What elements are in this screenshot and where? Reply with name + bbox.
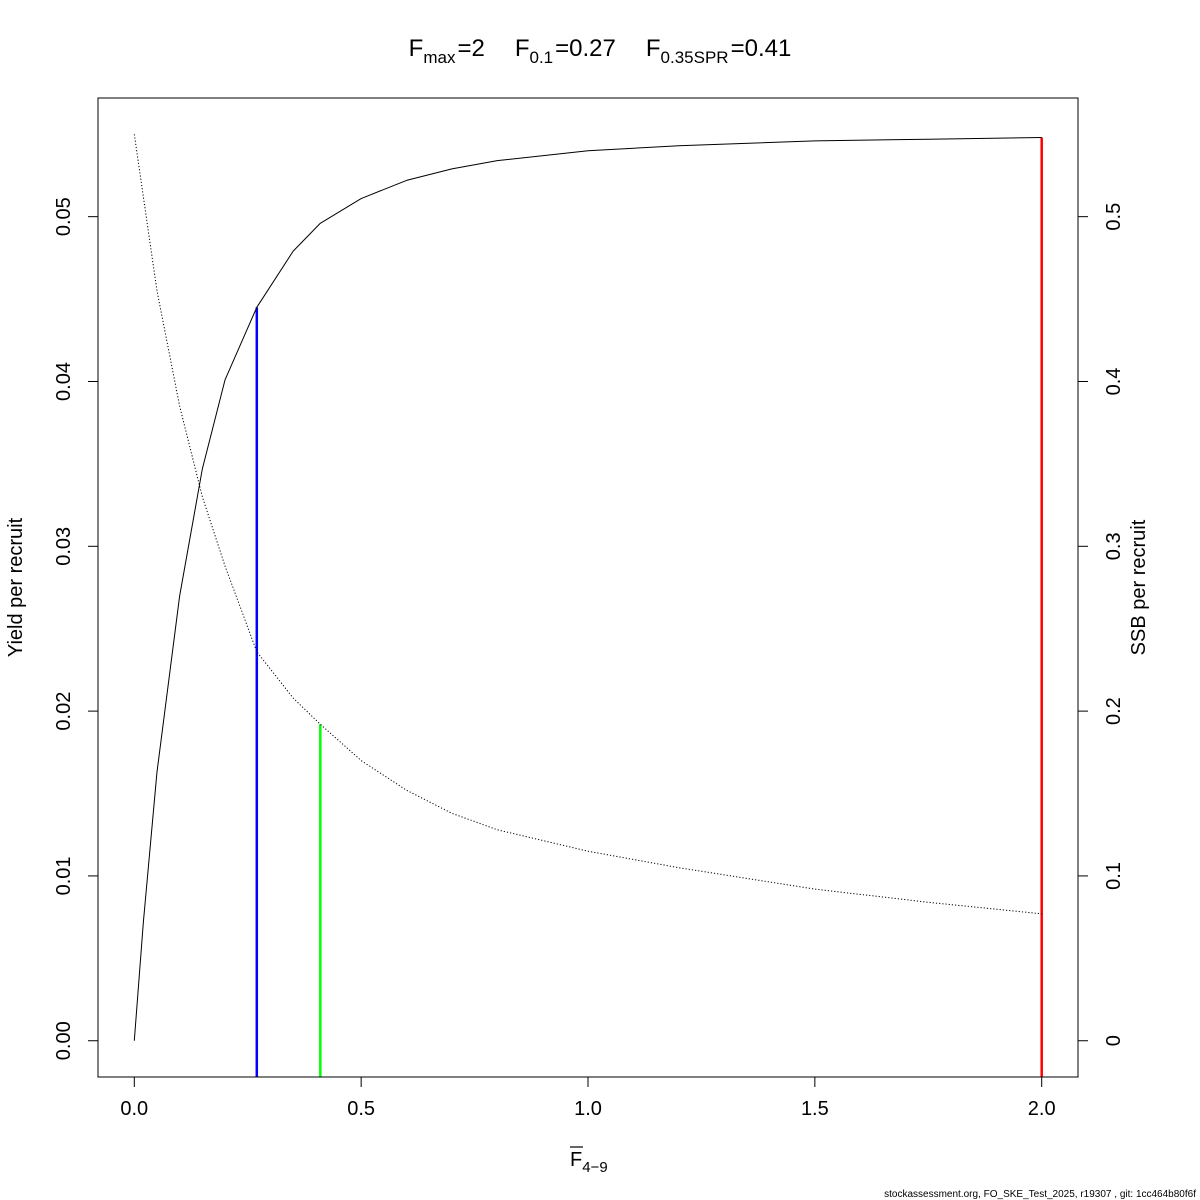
x-tick-label: 0.0 (120, 1098, 148, 1120)
y-right-tick-label: 0 (1103, 1035, 1125, 1046)
y-right-tick-label: 0.4 (1103, 368, 1125, 396)
title-symbol: F (515, 35, 530, 62)
x-tick-label: 1.0 (574, 1098, 602, 1120)
title-subscript: 0.35SPR (661, 48, 729, 67)
title-value: 2 (471, 35, 484, 62)
title-value: 0.41 (745, 35, 792, 62)
x-tick-label: 2.0 (1028, 1098, 1056, 1120)
x-axis: 0.0 0.5 1.0 1.5 2.0 (120, 1076, 1056, 1120)
title-value: 0.27 (569, 35, 616, 62)
x-tick-label: 1.5 (801, 1098, 829, 1120)
y-right-tick-label: 0.5 (1103, 203, 1125, 231)
y-left-tick-label: 0.04 (53, 362, 75, 401)
y-left-tick-label: 0.01 (53, 856, 75, 895)
title-subscript: 0.1 (530, 48, 554, 67)
x-label-text: F4−9 (570, 1149, 608, 1176)
title-equals: = (457, 35, 471, 62)
y-axis-label-left: Yield per recruit (5, 517, 27, 657)
ssb-per-recruit-line (133, 134, 1042, 915)
y-axis-left: 0.00 0.01 0.02 0.03 0.04 0.05 (53, 197, 99, 1060)
title-equals: = (555, 35, 569, 62)
title-equals: = (731, 35, 745, 62)
y-right-tick-label: 0.3 (1103, 532, 1125, 560)
title-subscript: max (423, 48, 456, 67)
x-label-symbol: F (570, 1149, 582, 1171)
footer-credit: stockassessment.org, FO_SKE_Test_2025, r… (884, 1189, 1196, 1200)
y-left-tick-label: 0.05 (53, 197, 75, 236)
y-right-tick-label: 0.1 (1103, 862, 1125, 890)
x-label-subscript: 4−9 (582, 1159, 607, 1176)
y-right-tick-label: 0.2 (1103, 697, 1125, 725)
x-tick-label: 0.5 (347, 1098, 375, 1120)
plot-frame (97, 97, 1079, 1078)
y-left-tick-label: 0.00 (53, 1021, 75, 1060)
chart-title: Fmax=2 F0.1=0.27 F0.35SPR=0.41 (409, 35, 792, 67)
y-axis-right: 0 0.1 0.2 0.3 0.4 0.5 (1077, 203, 1125, 1046)
y-axis-label-right: SSB per recruit (1128, 519, 1150, 655)
y-left-tick-label: 0.03 (53, 527, 75, 566)
y-left-tick-label: 0.02 (53, 692, 75, 731)
reference-lines (255, 137, 1043, 1077)
title-text: Fmax=2 F0.1=0.27 F0.35SPR=0.41 (409, 35, 792, 67)
title-symbol: F (646, 35, 661, 62)
series-lines (133, 134, 1042, 1041)
yield-per-recruit-line (133, 137, 1042, 1041)
x-axis-label: F4−9 (570, 1146, 608, 1176)
title-symbol: F (409, 35, 424, 62)
